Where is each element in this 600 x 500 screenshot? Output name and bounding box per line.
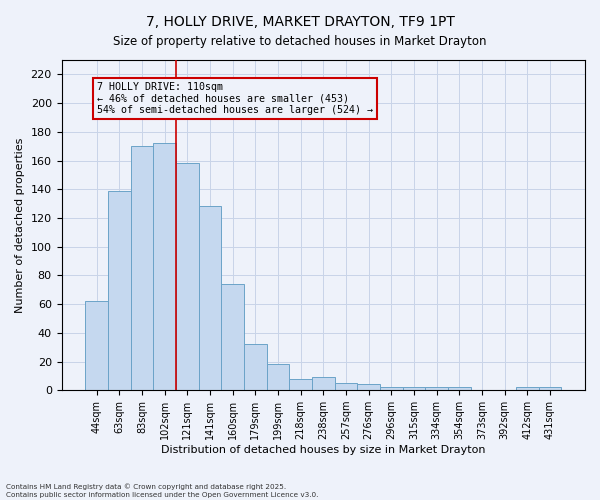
- Text: 7, HOLLY DRIVE, MARKET DRAYTON, TF9 1PT: 7, HOLLY DRIVE, MARKET DRAYTON, TF9 1PT: [146, 15, 454, 29]
- Y-axis label: Number of detached properties: Number of detached properties: [15, 138, 25, 313]
- Bar: [221, 284, 244, 390]
- Bar: [199, 206, 221, 390]
- Bar: [335, 383, 357, 390]
- X-axis label: Distribution of detached houses by size in Market Drayton: Distribution of detached houses by size …: [161, 445, 485, 455]
- Text: 7 HOLLY DRIVE: 110sqm
← 46% of detached houses are smaller (453)
54% of semi-det: 7 HOLLY DRIVE: 110sqm ← 46% of detached …: [97, 82, 373, 114]
- Bar: [289, 378, 312, 390]
- Text: Size of property relative to detached houses in Market Drayton: Size of property relative to detached ho…: [113, 35, 487, 48]
- Text: Contains HM Land Registry data © Crown copyright and database right 2025.
Contai: Contains HM Land Registry data © Crown c…: [6, 484, 319, 498]
- Bar: [176, 164, 199, 390]
- Bar: [244, 344, 266, 390]
- Bar: [380, 388, 403, 390]
- Bar: [266, 364, 289, 390]
- Bar: [85, 301, 108, 390]
- Bar: [312, 378, 335, 390]
- Bar: [448, 388, 470, 390]
- Bar: [108, 190, 131, 390]
- Bar: [131, 146, 154, 390]
- Bar: [403, 388, 425, 390]
- Bar: [516, 388, 539, 390]
- Bar: [154, 144, 176, 390]
- Bar: [539, 388, 561, 390]
- Bar: [425, 388, 448, 390]
- Bar: [357, 384, 380, 390]
